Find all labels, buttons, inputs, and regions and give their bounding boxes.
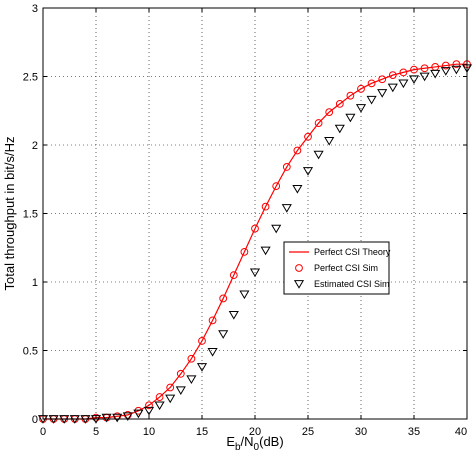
data-point-estimated-csi-sim bbox=[302, 167, 314, 176]
legend-label-perfect-csi-sim: Perfect CSI Sim bbox=[314, 263, 378, 273]
data-point-perfect-csi-sim bbox=[346, 91, 355, 100]
data-point-perfect-csi-sim bbox=[282, 163, 291, 171]
x-tick-label: 0 bbox=[40, 426, 46, 438]
data-point-estimated-csi-sim bbox=[334, 124, 345, 134]
data-point-estimated-csi-sim bbox=[228, 311, 239, 320]
data-point-perfect-csi-sim bbox=[251, 224, 259, 233]
data-point-perfect-csi-sim bbox=[304, 132, 312, 141]
legend-label-estimated-csi-sim: Estimated CSI Sim bbox=[314, 279, 390, 289]
data-point-estimated-csi-sim bbox=[101, 413, 112, 423]
data-point-estimated-csi-sim bbox=[239, 290, 250, 300]
legend-swatch-perfect-csi-sim bbox=[295, 264, 303, 272]
data-point-perfect-csi-sim bbox=[410, 65, 418, 74]
data-point-perfect-csi-sim bbox=[378, 75, 387, 84]
data-point-perfect-csi-sim bbox=[208, 316, 217, 325]
series-estimated-csi-sim bbox=[37, 64, 473, 424]
x-tick-label: 15 bbox=[196, 426, 208, 438]
data-point-estimated-csi-sim bbox=[207, 348, 218, 357]
x-tick-label: 10 bbox=[143, 426, 155, 438]
data-point-estimated-csi-sim bbox=[408, 75, 420, 85]
grid-lines bbox=[43, 8, 467, 419]
y-tick-label: 3 bbox=[32, 3, 38, 15]
legend: Perfect CSI Theory Perfect CSI Sim Estimat… bbox=[283, 241, 391, 295]
data-point-perfect-csi-sim bbox=[314, 119, 323, 127]
data-point-perfect-csi-sim bbox=[388, 71, 397, 80]
data-point-estimated-csi-sim bbox=[196, 363, 208, 372]
data-point-estimated-csi-sim bbox=[112, 413, 123, 423]
data-point-perfect-csi-sim bbox=[176, 369, 185, 378]
y-tick-label: 2.5 bbox=[23, 72, 38, 84]
legend-label-perfect-csi-theory: Perfect CSI Theory bbox=[314, 247, 391, 257]
x-tick-label: 20 bbox=[249, 426, 261, 438]
y-tick-label: 2 bbox=[32, 140, 38, 152]
data-point-perfect-csi-sim bbox=[293, 146, 302, 155]
data-point-estimated-csi-sim bbox=[430, 69, 441, 79]
data-point-perfect-csi-sim bbox=[367, 79, 376, 88]
x-axis-label-sub1: b bbox=[235, 442, 241, 453]
data-point-perfect-csi-sim bbox=[335, 100, 344, 108]
data-point-estimated-csi-sim bbox=[122, 412, 133, 422]
data-point-estimated-csi-sim bbox=[366, 95, 377, 105]
data-point-estimated-csi-sim bbox=[133, 409, 144, 419]
data-point-perfect-csi-sim bbox=[325, 108, 334, 117]
series-line-perfect-csi-theory bbox=[43, 63, 467, 420]
legend-swatch-estimated-csi-sim bbox=[293, 280, 305, 289]
data-point-estimated-csi-sim bbox=[143, 406, 155, 416]
data-point-estimated-csi-sim bbox=[186, 375, 197, 385]
x-tick-label: 35 bbox=[408, 426, 420, 438]
data-point-estimated-csi-sim bbox=[260, 246, 271, 256]
x-axis-label-tail: (dB) bbox=[259, 434, 284, 449]
data-point-estimated-csi-sim bbox=[387, 83, 398, 93]
data-point-perfect-csi-sim bbox=[441, 61, 450, 70]
data-point-estimated-csi-sim bbox=[313, 150, 324, 160]
data-point-perfect-csi-sim bbox=[219, 294, 228, 303]
data-point-estimated-csi-sim bbox=[345, 113, 356, 123]
data-point-perfect-csi-sim bbox=[166, 383, 175, 392]
data-point-perfect-csi-sim bbox=[229, 271, 238, 280]
x-tick-label: 30 bbox=[355, 426, 367, 438]
data-point-perfect-csi-sim bbox=[272, 182, 281, 191]
data-point-perfect-csi-sim bbox=[261, 202, 270, 211]
data-point-estimated-csi-sim bbox=[398, 79, 409, 89]
x-axis-label-sub2: 0 bbox=[254, 442, 260, 453]
data-point-estimated-csi-sim bbox=[271, 224, 282, 234]
data-point-perfect-csi-sim bbox=[420, 64, 429, 73]
data-point-estimated-csi-sim bbox=[281, 204, 292, 213]
data-point-perfect-csi-sim bbox=[240, 247, 249, 256]
y-tick-label: 0 bbox=[32, 414, 38, 426]
data-point-estimated-csi-sim bbox=[249, 268, 261, 278]
data-point-perfect-csi-sim bbox=[399, 68, 408, 77]
data-point-estimated-csi-sim bbox=[355, 104, 367, 113]
x-tick-label: 5 bbox=[93, 426, 99, 438]
data-point-estimated-csi-sim bbox=[451, 65, 462, 75]
data-point-estimated-csi-sim bbox=[218, 330, 229, 339]
data-point-perfect-csi-sim bbox=[187, 354, 196, 363]
data-point-perfect-csi-sim bbox=[155, 393, 164, 401]
legend-box bbox=[283, 241, 390, 295]
x-axis-label-main: E bbox=[226, 434, 235, 449]
data-point-perfect-csi-sim bbox=[145, 401, 153, 410]
x-tick-label: 25 bbox=[302, 426, 314, 438]
y-tick-label: 1 bbox=[32, 277, 38, 289]
y-tick-label: 1.5 bbox=[23, 209, 38, 221]
data-point-estimated-csi-sim bbox=[377, 89, 388, 98]
data-point-estimated-csi-sim bbox=[440, 67, 451, 76]
data-point-estimated-csi-sim bbox=[165, 394, 176, 404]
x-axis-label: Eb/N0(dB) bbox=[226, 434, 283, 453]
series-perfect-csi-theory bbox=[43, 63, 467, 420]
x-axis-label-mid: /N bbox=[241, 434, 254, 449]
data-point-perfect-csi-sim bbox=[452, 60, 461, 69]
axis-ticks: 0 5 10 15 20 25 30 35 40 0 0.5 1 1.5 2 2.5 3 bbox=[23, 3, 468, 438]
data-point-estimated-csi-sim bbox=[419, 72, 430, 82]
data-point-estimated-csi-sim bbox=[292, 184, 303, 194]
x-tick-label: 40 bbox=[455, 426, 467, 438]
data-point-estimated-csi-sim bbox=[324, 137, 335, 146]
data-point-perfect-csi-sim bbox=[198, 337, 206, 345]
data-point-perfect-csi-sim bbox=[357, 84, 365, 93]
y-tick-label: 0.5 bbox=[23, 346, 38, 358]
y-axis-label: Total throughput in bit/s/Hz bbox=[2, 137, 17, 291]
data-point-estimated-csi-sim bbox=[154, 401, 165, 411]
data-point-estimated-csi-sim bbox=[175, 386, 186, 395]
